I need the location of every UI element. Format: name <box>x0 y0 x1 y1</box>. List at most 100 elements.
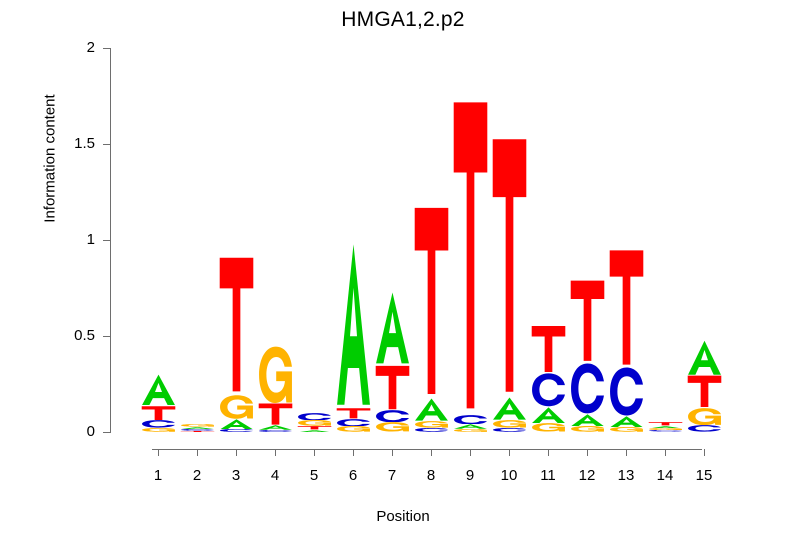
logo-letter-T <box>219 255 254 394</box>
logo-letter-C <box>258 430 293 432</box>
logo-letter-G <box>648 428 683 431</box>
logo-letter-A <box>414 398 449 421</box>
logo-letter-C <box>141 420 176 429</box>
logo-letter-A <box>492 397 527 421</box>
x-tick <box>236 449 237 456</box>
logo-letter-A <box>219 418 254 430</box>
logo-letter-C <box>414 428 449 432</box>
logo-letter-A <box>570 413 605 426</box>
x-tick <box>431 449 432 456</box>
logo-letter-T <box>687 375 722 408</box>
logo-letter-G <box>375 422 410 432</box>
logo-letter-A <box>648 425 683 429</box>
logo-letter-G <box>414 421 449 429</box>
logo-letter-C <box>492 428 527 432</box>
logo-letter-C <box>609 367 644 416</box>
logo-letter-G <box>141 428 176 432</box>
x-tick <box>197 449 198 456</box>
logo-letter-C <box>531 373 566 407</box>
x-tick-label: 11 <box>540 467 556 484</box>
logo-letter-G <box>297 420 332 427</box>
y-tick-label: 0 <box>86 423 95 440</box>
x-tick-label: 8 <box>426 467 436 484</box>
logo-letter-C <box>336 418 371 427</box>
x-tick <box>470 449 471 456</box>
logo-letter-T <box>414 204 449 398</box>
logo-letter-A <box>687 340 722 376</box>
x-tick <box>587 449 588 456</box>
x-tick <box>158 449 159 456</box>
x-tick <box>509 449 510 456</box>
x-tick-label: 13 <box>617 467 635 484</box>
x-tick <box>392 449 393 456</box>
logo-letter-A <box>375 291 410 365</box>
logo-letter-A <box>531 407 566 424</box>
x-tick <box>314 449 315 456</box>
logo-letter-G <box>687 408 722 426</box>
logo-letter-C <box>297 412 332 421</box>
logo-letter-C <box>648 430 683 432</box>
logo-letter-G <box>453 429 488 432</box>
x-tick-label: 1 <box>153 467 163 484</box>
logo-letter-A <box>336 241 371 408</box>
x-tick-label: 12 <box>578 467 596 484</box>
logo-letter-C <box>453 414 488 425</box>
page-title: HMGA1,2.p2 <box>341 8 465 31</box>
y-axis-line <box>110 48 111 433</box>
logo-letter-T <box>453 96 488 415</box>
x-tick-label: 14 <box>656 467 674 484</box>
logo-letter-G <box>258 346 293 404</box>
logo-letter-C <box>375 410 410 423</box>
x-tick-label: 5 <box>309 467 319 484</box>
logo-letter-A <box>180 426 215 430</box>
x-tick <box>353 449 354 456</box>
logo-letter-G <box>219 394 254 419</box>
logo-letter-C <box>570 363 605 414</box>
logo-letter-T <box>570 279 605 363</box>
x-tick-label: 6 <box>348 467 358 484</box>
logo-letter-T <box>180 430 215 432</box>
logo-letter-T <box>531 325 566 373</box>
x-tick <box>665 449 666 456</box>
logo-letter-C <box>219 429 254 432</box>
x-tick <box>626 449 627 456</box>
x-tick <box>548 449 549 456</box>
logo-letter-T <box>258 403 293 425</box>
y-tick <box>103 432 110 433</box>
logo-letter-T <box>492 134 527 397</box>
logo-letter-G <box>492 420 527 429</box>
y-tick-label: 0.5 <box>74 327 95 344</box>
logo-letter-A <box>453 424 488 430</box>
x-tick-label: 2 <box>192 467 202 484</box>
logo-letter-G <box>336 426 371 432</box>
logo-letter-A <box>258 425 293 430</box>
logo-letter-A <box>609 415 644 428</box>
x-tick-label: 4 <box>270 467 280 484</box>
logo-letter-T <box>609 248 644 367</box>
logo-letter-T <box>336 408 371 419</box>
logo-letter-T <box>297 426 332 430</box>
logo-letter-G <box>570 426 605 432</box>
logo-letter-T <box>648 422 683 426</box>
x-axis-line <box>152 449 702 450</box>
x-tick-label: 10 <box>500 467 518 484</box>
logo-letter-G <box>609 427 644 432</box>
x-tick-label: 15 <box>695 467 713 484</box>
x-tick-label: 3 <box>231 467 241 484</box>
logo-letter-C <box>180 429 215 431</box>
y-tick-label: 2 <box>86 39 95 56</box>
logo-letter-A <box>141 374 176 406</box>
logo-letter-G <box>180 424 215 427</box>
y-tick-label: 1.5 <box>74 135 95 152</box>
x-tick-label: 7 <box>387 467 397 484</box>
y-tick <box>103 48 110 49</box>
y-tick <box>103 336 110 337</box>
x-tick <box>704 449 705 456</box>
y-tick-label: 1 <box>86 231 95 248</box>
logo-letter-T <box>141 406 176 421</box>
y-tick <box>103 144 110 145</box>
logo-letter-C <box>687 425 722 432</box>
x-tick-label: 9 <box>465 467 475 484</box>
x-axis-label: Position <box>376 508 430 525</box>
